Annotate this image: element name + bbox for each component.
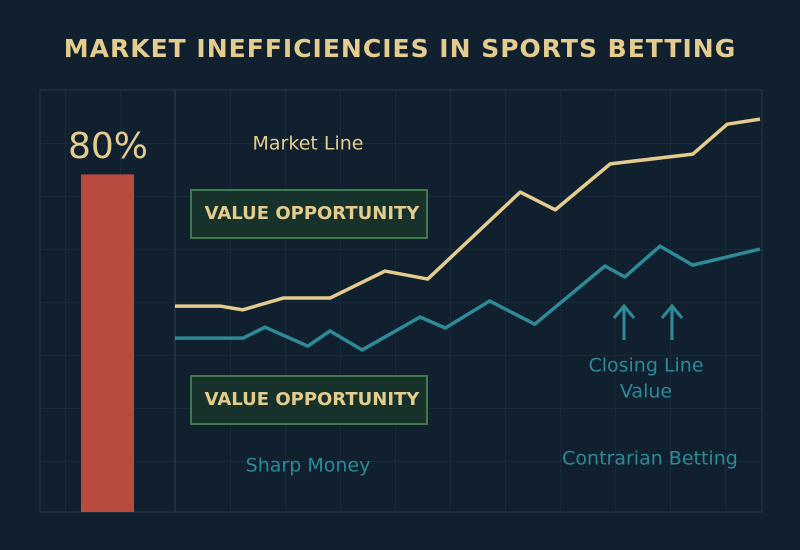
series-line	[175, 244, 761, 352]
series-line	[175, 117, 761, 312]
arrows	[612, 303, 684, 340]
annotation-box	[190, 189, 428, 239]
annotation-box	[190, 375, 428, 425]
bar	[81, 174, 134, 512]
annotation: VALUE OPPORTUNITY	[205, 203, 421, 224]
series-label: Sharp Money	[246, 455, 371, 477]
value-label: 80%	[68, 126, 148, 167]
annotation: Contrarian Betting	[562, 448, 738, 470]
chart-title: MARKET INEFFICIENCIES IN SPORTS BETTING	[64, 34, 736, 63]
annotation: Value	[620, 381, 672, 403]
annotation: VALUE OPPORTUNITY	[205, 389, 421, 410]
annotation: Closing Line	[588, 355, 703, 377]
series-label: Market Line	[253, 133, 364, 155]
